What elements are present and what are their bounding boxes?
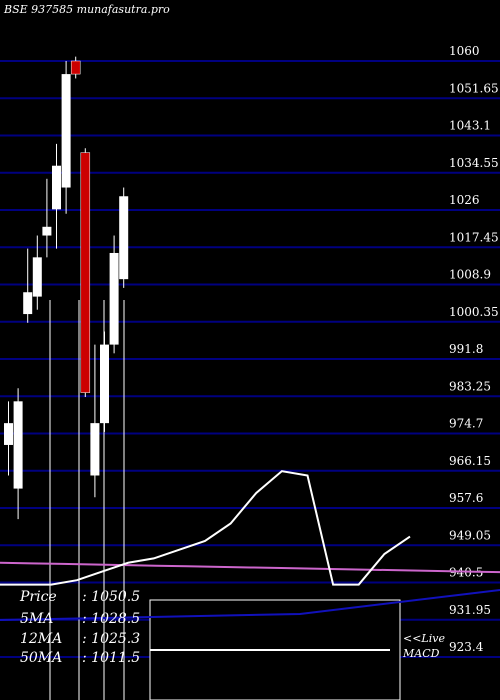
ma12-readout: 12MA : 1025.3 — [20, 631, 140, 647]
y-tick-label: 1043.1 — [449, 119, 491, 133]
price-value: : 1050.5 — [82, 589, 141, 605]
ma12-label: 12MA — [20, 631, 63, 647]
y-tick-label: 957.6 — [449, 491, 483, 505]
chart-title: BSE 937585 munafasutra.pro — [4, 3, 170, 16]
ma50-value: : 1011.5 — [82, 650, 141, 666]
series-blue-line — [0, 589, 500, 621]
ma5-value: : 1028.5 — [82, 611, 141, 627]
y-tick-label: 1008.9 — [449, 268, 491, 282]
macd-label-live[interactable]: <<Live — [403, 632, 445, 645]
candle-body — [61, 74, 71, 188]
candle-body — [32, 257, 42, 297]
candle-body — [42, 226, 52, 236]
candle-body — [119, 196, 129, 280]
ma50-readout: 50MA : 1011.5 — [20, 650, 140, 666]
y-tick-label: 931.95 — [449, 603, 491, 617]
y-tick-label: 974.7 — [449, 417, 483, 431]
price-label: Price — [20, 589, 57, 605]
candle-body — [23, 292, 33, 315]
series-upper-line — [0, 470, 411, 586]
y-tick-label: 966.15 — [449, 454, 491, 468]
candle-body — [4, 423, 13, 445]
ma5-label: 5MA — [20, 611, 54, 627]
ma12-value: : 1025.3 — [82, 631, 141, 647]
candle-body — [109, 252, 119, 345]
candle-body — [70, 60, 81, 75]
y-tick-label: 1051.65 — [449, 81, 499, 95]
y-tick-label: 923.4 — [449, 640, 484, 654]
y-tick-label: 1017.45 — [449, 230, 499, 244]
ma50-label: 50MA — [20, 650, 63, 666]
ma5-readout: 5MA : 1028.5 — [20, 611, 140, 627]
candle-body — [52, 165, 61, 210]
y-tick-label: 949.05 — [449, 528, 491, 542]
candle-body — [90, 423, 100, 476]
y-tick-label: 1000.35 — [449, 305, 499, 319]
candle-body — [80, 152, 91, 393]
y-tick-label: 991.8 — [449, 342, 483, 356]
y-tick-label: 1060 — [449, 44, 480, 58]
y-tick-label: 983.25 — [449, 379, 491, 393]
y-tick-label: 1034.55 — [449, 156, 499, 170]
macd-label-macd: MACD — [403, 647, 440, 660]
y-tick-label: 1026 — [449, 193, 480, 207]
series-macd-reference — [0, 561, 500, 574]
price-readout: Price : 1050.5 — [20, 589, 140, 605]
candle-body — [13, 401, 23, 489]
